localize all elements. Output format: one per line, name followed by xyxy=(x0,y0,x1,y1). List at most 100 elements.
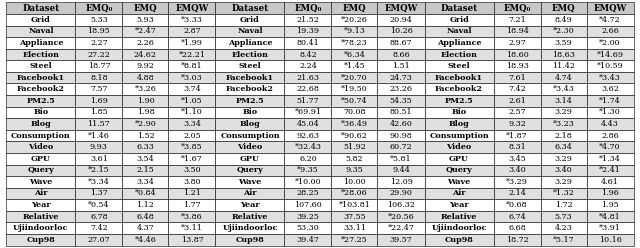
Text: *5.81: *5.81 xyxy=(390,155,412,163)
Text: *1.30: *1.30 xyxy=(599,108,621,116)
Bar xyxy=(541,211,587,222)
Bar xyxy=(122,153,168,164)
Text: 27.22: 27.22 xyxy=(88,51,110,59)
Text: *3.85: *3.85 xyxy=(181,143,203,151)
Text: 20.94: 20.94 xyxy=(390,16,412,24)
Bar xyxy=(424,107,493,118)
Bar xyxy=(378,84,424,95)
Bar xyxy=(378,95,424,107)
Text: 28.25: 28.25 xyxy=(296,189,319,197)
Bar xyxy=(424,14,493,26)
Text: 70.08: 70.08 xyxy=(343,108,365,116)
Text: Naval: Naval xyxy=(237,28,262,35)
Text: *6.34: *6.34 xyxy=(344,51,365,59)
Text: 2.87: 2.87 xyxy=(183,28,201,35)
Bar xyxy=(586,176,634,188)
Text: 6.48: 6.48 xyxy=(136,213,154,220)
Bar xyxy=(493,107,541,118)
Bar xyxy=(216,234,284,246)
Text: *32.43: *32.43 xyxy=(294,143,321,151)
Bar xyxy=(168,84,216,95)
Bar xyxy=(424,234,493,246)
Bar xyxy=(332,95,378,107)
Bar xyxy=(76,2,122,14)
Text: 8.42: 8.42 xyxy=(299,51,317,59)
Bar xyxy=(168,222,216,234)
Bar xyxy=(332,49,378,60)
Text: 2.57: 2.57 xyxy=(508,108,526,116)
Text: *50.74: *50.74 xyxy=(341,97,368,105)
Bar xyxy=(76,222,122,234)
Bar xyxy=(586,199,634,211)
Bar xyxy=(216,95,284,107)
Text: PM2.5: PM2.5 xyxy=(236,97,264,105)
Bar xyxy=(284,222,332,234)
Text: *1.05: *1.05 xyxy=(181,97,203,105)
Bar xyxy=(168,234,216,246)
Bar xyxy=(541,14,587,26)
Bar xyxy=(76,72,122,84)
Text: 51.77: 51.77 xyxy=(297,97,319,105)
Bar xyxy=(493,222,541,234)
Text: Facebook1: Facebook1 xyxy=(17,74,65,82)
Bar xyxy=(541,153,587,164)
Text: *1.45: *1.45 xyxy=(344,62,365,70)
Bar xyxy=(6,95,76,107)
Bar xyxy=(541,164,587,176)
Bar xyxy=(122,37,168,49)
Text: 3.40: 3.40 xyxy=(555,166,572,174)
Bar xyxy=(424,153,493,164)
Text: 92.63: 92.63 xyxy=(296,132,319,140)
Bar xyxy=(332,164,378,176)
Text: 2.24: 2.24 xyxy=(299,62,317,70)
Bar xyxy=(424,60,493,72)
Text: 3.29: 3.29 xyxy=(555,178,573,186)
Text: *1.67: *1.67 xyxy=(181,155,203,163)
Bar xyxy=(76,234,122,246)
Text: Bio: Bio xyxy=(243,108,257,116)
Bar xyxy=(541,84,587,95)
Text: EMQ: EMQ xyxy=(342,4,366,13)
Text: 5.73: 5.73 xyxy=(555,213,572,220)
Bar xyxy=(122,84,168,95)
Text: 3.59: 3.59 xyxy=(555,39,572,47)
Bar xyxy=(424,141,493,153)
Bar xyxy=(424,176,493,188)
Text: 54.35: 54.35 xyxy=(390,97,412,105)
Bar xyxy=(76,14,122,26)
Bar xyxy=(168,176,216,188)
Bar xyxy=(168,72,216,84)
Bar xyxy=(378,153,424,164)
Text: 90.98: 90.98 xyxy=(390,132,412,140)
Bar xyxy=(168,141,216,153)
Text: Election: Election xyxy=(232,51,268,59)
Bar xyxy=(332,107,378,118)
Text: Year: Year xyxy=(31,201,51,209)
Text: Steel: Steel xyxy=(239,62,261,70)
Bar xyxy=(284,2,332,14)
Text: *4.70: *4.70 xyxy=(599,143,621,151)
Bar xyxy=(122,222,168,234)
Text: 2.86: 2.86 xyxy=(601,132,619,140)
Text: Dataset: Dataset xyxy=(440,4,477,13)
Text: *0.68: *0.68 xyxy=(506,201,528,209)
Bar xyxy=(6,49,76,60)
Text: Facebook2: Facebook2 xyxy=(17,85,65,93)
Text: 4.37: 4.37 xyxy=(136,224,154,232)
Text: *4.46: *4.46 xyxy=(134,236,156,244)
Text: 23.26: 23.26 xyxy=(390,85,413,93)
Text: Appliance: Appliance xyxy=(228,39,272,47)
Bar xyxy=(168,26,216,37)
Text: Facebook2: Facebook2 xyxy=(435,85,483,93)
Text: GPU: GPU xyxy=(240,155,260,163)
Text: Facebook1: Facebook1 xyxy=(226,74,274,82)
Bar xyxy=(586,95,634,107)
Bar xyxy=(332,118,378,130)
Bar xyxy=(122,118,168,130)
Text: *69.91: *69.91 xyxy=(294,108,321,116)
Bar xyxy=(76,164,122,176)
Bar xyxy=(6,234,76,246)
Text: 1.52: 1.52 xyxy=(136,132,154,140)
Bar xyxy=(284,164,332,176)
Text: *1.74: *1.74 xyxy=(599,97,621,105)
